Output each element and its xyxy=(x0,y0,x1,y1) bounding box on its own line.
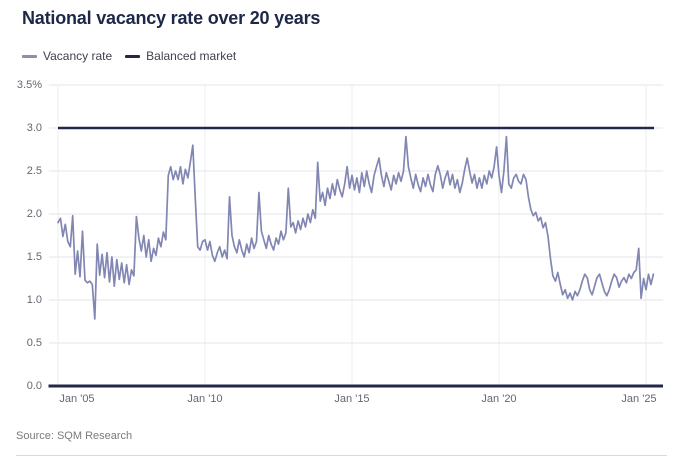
legend-item-balanced-market[interactable]: Balanced market xyxy=(125,49,236,63)
y-axis-label: 2.5 xyxy=(26,165,42,177)
vacancy-rate-line xyxy=(57,135,655,320)
vacancy-rate-line-swatch xyxy=(22,54,37,58)
x-axis-label: Jan '10 xyxy=(187,393,223,405)
legend-item-vacancy-rate[interactable]: Vacancy rate xyxy=(22,49,112,63)
y-axis-label: 0.5 xyxy=(26,337,42,349)
y-axis-label: 0.0 xyxy=(26,380,42,392)
x-axis-label: Jan '25 xyxy=(621,393,657,405)
chart-title: National vacancy rate over 20 years xyxy=(22,8,321,28)
source-note: Source: SQM Research xyxy=(16,430,133,442)
x-axis-label: Jan '20 xyxy=(481,393,517,405)
x-axis-label: Jan '15 xyxy=(334,393,370,405)
y-axis-label: 1.5 xyxy=(26,251,42,263)
legend: Vacancy rate Balanced market xyxy=(22,49,236,63)
x-axis-label: Jan '05 xyxy=(59,393,95,405)
y-axis-label: 3.5% xyxy=(16,79,42,91)
y-axis-label: 2.0 xyxy=(26,208,42,220)
y-axis-label: 3.0 xyxy=(26,122,42,134)
legend-label-balanced-market: Balanced market xyxy=(146,49,237,63)
balanced-market-line-swatch xyxy=(125,54,141,58)
divider xyxy=(16,455,667,456)
y-axis-label: 1.0 xyxy=(26,294,42,306)
legend-label-vacancy-rate: Vacancy rate xyxy=(43,49,113,63)
